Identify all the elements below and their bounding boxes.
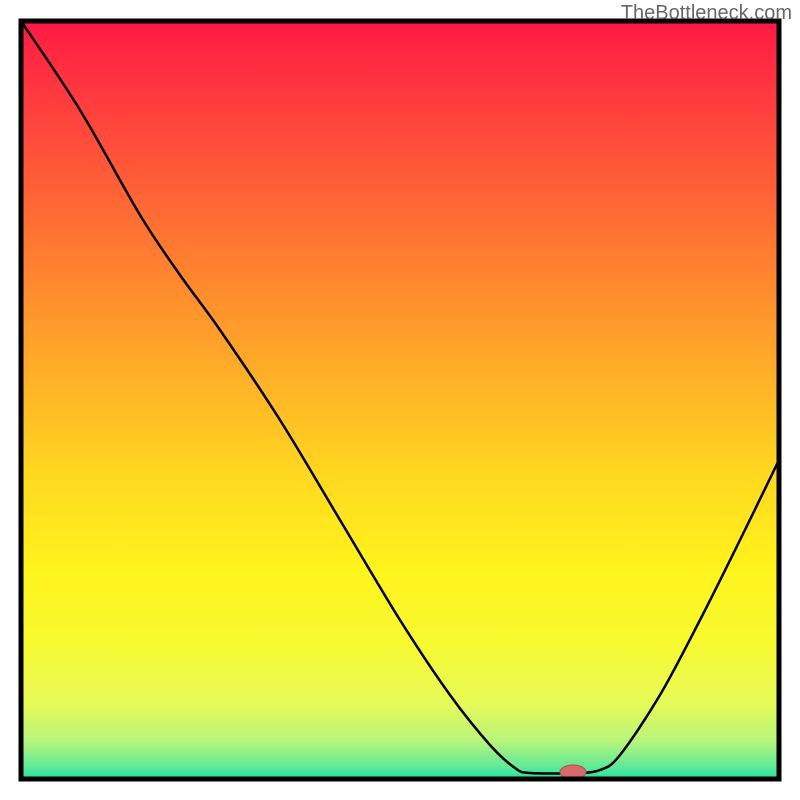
chart-frame: TheBottleneck.com — [0, 0, 800, 800]
watermark-text: TheBottleneck.com — [621, 2, 792, 25]
chart-background — [21, 21, 779, 779]
bottleneck-chart — [0, 0, 800, 800]
